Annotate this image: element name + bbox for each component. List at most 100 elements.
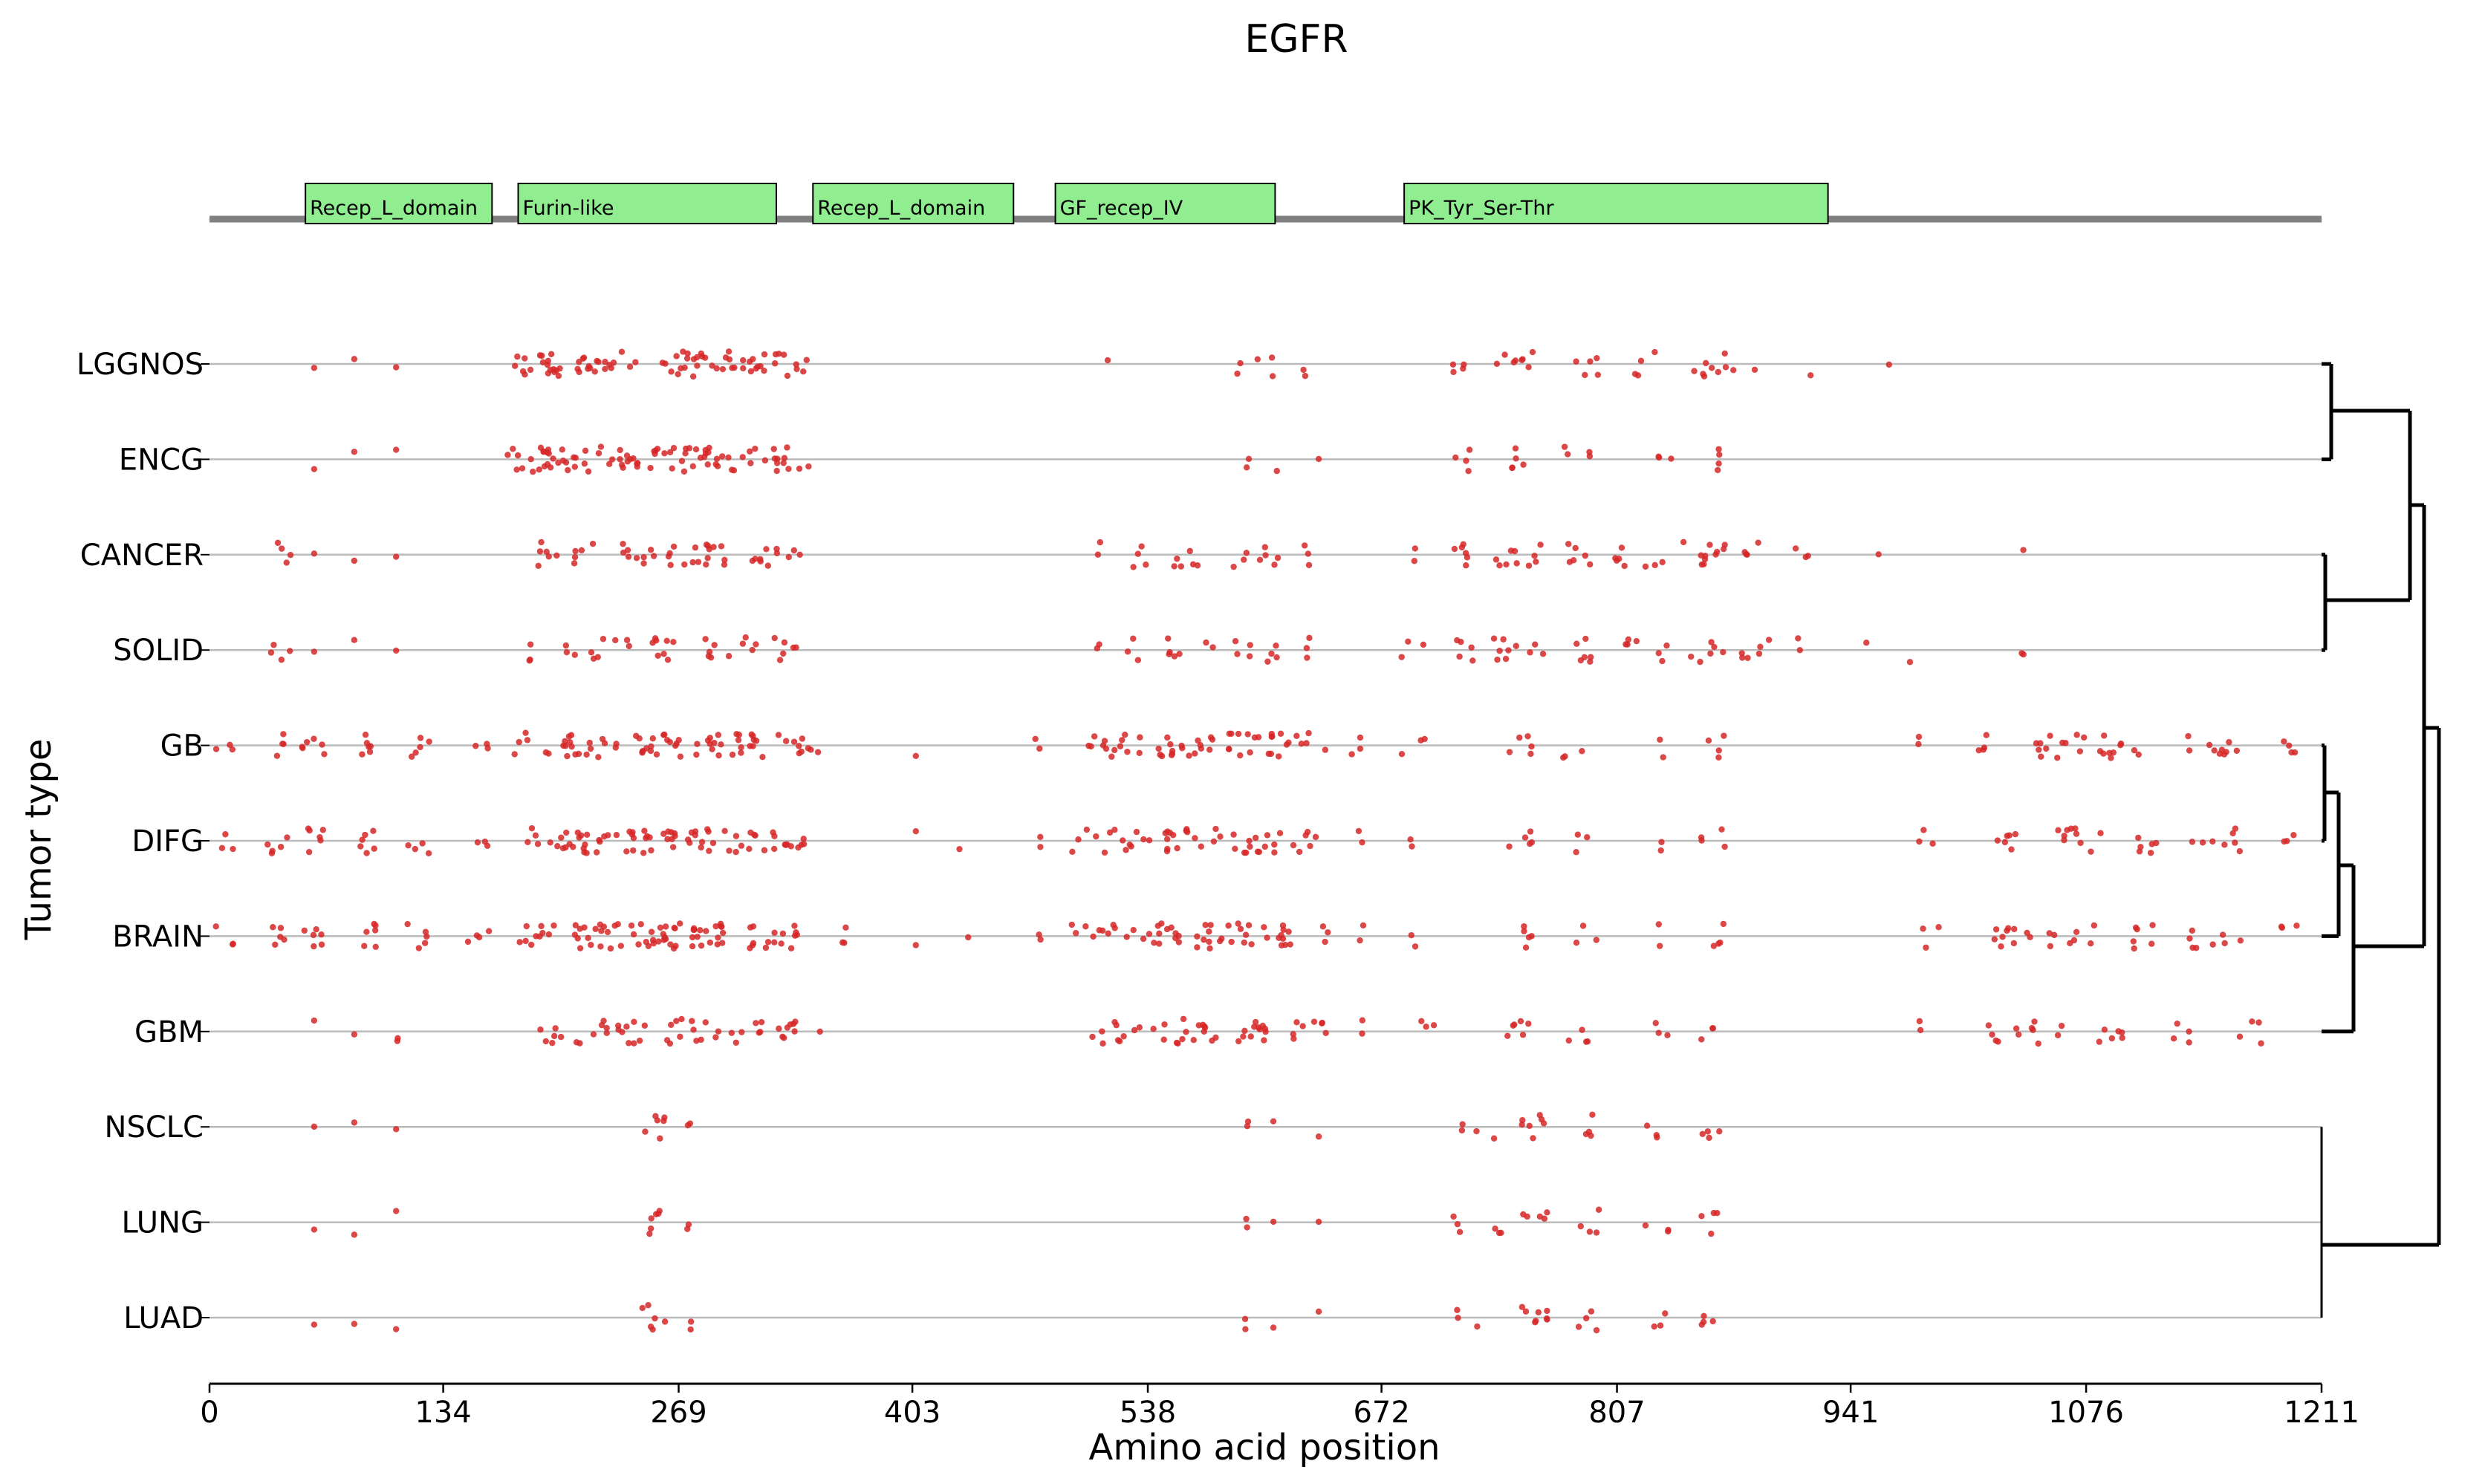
tumor-type-label: BRAIN <box>112 920 204 954</box>
mutation-point <box>1146 837 1153 844</box>
mutation-point <box>562 743 569 749</box>
mutation-point <box>796 465 803 472</box>
mutation-point <box>1312 833 1319 841</box>
mutation-point <box>542 1038 549 1045</box>
mutation-point <box>1234 370 1241 377</box>
mutation-point <box>757 1029 764 1035</box>
mutation-point <box>771 833 778 839</box>
mutation-point <box>2047 943 2054 950</box>
mutation-point <box>540 448 547 455</box>
mutation-point <box>657 1135 663 1142</box>
mutation-point <box>1722 364 1729 371</box>
mutation-point <box>1264 934 1270 941</box>
mutation-point <box>1082 923 1089 930</box>
mutation-point <box>543 548 550 556</box>
mutation-point <box>1036 931 1042 938</box>
mutation-point <box>790 547 798 554</box>
mutation-point <box>1456 1228 1464 1235</box>
mutation-point <box>1755 650 1763 657</box>
mutation-point <box>392 647 400 654</box>
mutation-point <box>763 546 770 553</box>
x-tick-label: 538 <box>1120 1396 1176 1430</box>
mutation-point <box>640 554 647 561</box>
mutation-point <box>2278 923 2285 930</box>
mutation-point <box>1653 1131 1660 1139</box>
mutation-point <box>602 365 608 372</box>
mutation-point <box>705 449 712 456</box>
mutation-point <box>593 849 600 856</box>
mutation-point <box>912 942 919 948</box>
domain-label: PK_Tyr_Ser-Thr <box>1409 197 1554 220</box>
mutation-point <box>672 742 679 749</box>
mutation-point <box>1262 552 1269 559</box>
mutation-point <box>522 371 528 378</box>
mutation-point <box>1280 926 1287 933</box>
mutation-point <box>592 925 599 932</box>
mutation-point <box>1721 541 1728 548</box>
mutation-point <box>1573 640 1580 647</box>
mutation-point <box>1715 446 1722 452</box>
mutation-point <box>2011 925 2018 933</box>
mutation-point <box>571 553 579 561</box>
mutation-point <box>277 844 285 850</box>
mutation-point <box>516 738 522 746</box>
domain-box <box>305 183 493 224</box>
mutation-point <box>659 359 666 366</box>
mutation-point <box>1195 1022 1202 1029</box>
mutation-point <box>1164 828 1171 835</box>
mutation-point <box>1146 931 1153 937</box>
mutation-point <box>805 745 812 752</box>
mutation-point <box>1160 1036 1167 1043</box>
mutation-point <box>2035 1040 2041 1047</box>
mutation-point <box>576 945 584 951</box>
mutation-point <box>311 648 318 655</box>
mutation-point <box>672 943 679 949</box>
mutation-point <box>597 443 605 450</box>
mutation-point <box>535 562 542 569</box>
mutation-point <box>1133 828 1140 836</box>
mutation-point <box>571 454 577 461</box>
mutation-point <box>1496 562 1503 569</box>
mutation-point <box>780 351 787 358</box>
mutation-point <box>702 636 709 642</box>
mutation-point <box>2209 838 2216 845</box>
mutation-point <box>1261 1025 1269 1032</box>
mutation-point <box>1573 849 1579 856</box>
mutation-point <box>775 732 782 738</box>
mutation-point <box>1565 1037 1572 1044</box>
mutation-point <box>1721 350 1728 357</box>
mutation-point <box>652 450 658 458</box>
mutation-point <box>649 1326 656 1333</box>
mutation-point <box>547 464 554 471</box>
mutation-point <box>1430 1022 1438 1029</box>
mutation-point <box>1452 454 1459 461</box>
mutation-point <box>1715 460 1722 467</box>
mutation-point <box>784 372 791 380</box>
mutation-point <box>1520 461 1527 468</box>
mutation-point <box>408 753 415 760</box>
mutation-point <box>311 943 317 950</box>
mutation-point <box>351 1031 358 1038</box>
mutation-point <box>667 562 674 568</box>
mutation-point <box>559 446 565 453</box>
mutation-point <box>1715 747 1722 754</box>
mutation-point <box>1124 648 1131 655</box>
mutation-point <box>2046 930 2053 937</box>
mutation-point <box>527 941 535 948</box>
mutation-point <box>545 553 552 560</box>
mutation-point <box>1698 561 1705 568</box>
mutation-point <box>1117 743 1124 749</box>
mutation-point <box>2010 940 2018 947</box>
mutation-point <box>1716 1128 1723 1135</box>
mutation-point <box>613 831 620 839</box>
mutation-point <box>1792 545 1799 552</box>
mutation-point <box>1180 1015 1187 1023</box>
mutation-point <box>1589 1111 1596 1118</box>
mutation-point <box>2221 842 2228 848</box>
mutation-point <box>372 922 379 929</box>
mutation-point <box>2285 742 2293 749</box>
mutation-point <box>1751 366 1758 374</box>
mutation-point <box>626 1040 632 1047</box>
mutation-point <box>582 842 588 848</box>
mutation-point <box>655 938 662 945</box>
